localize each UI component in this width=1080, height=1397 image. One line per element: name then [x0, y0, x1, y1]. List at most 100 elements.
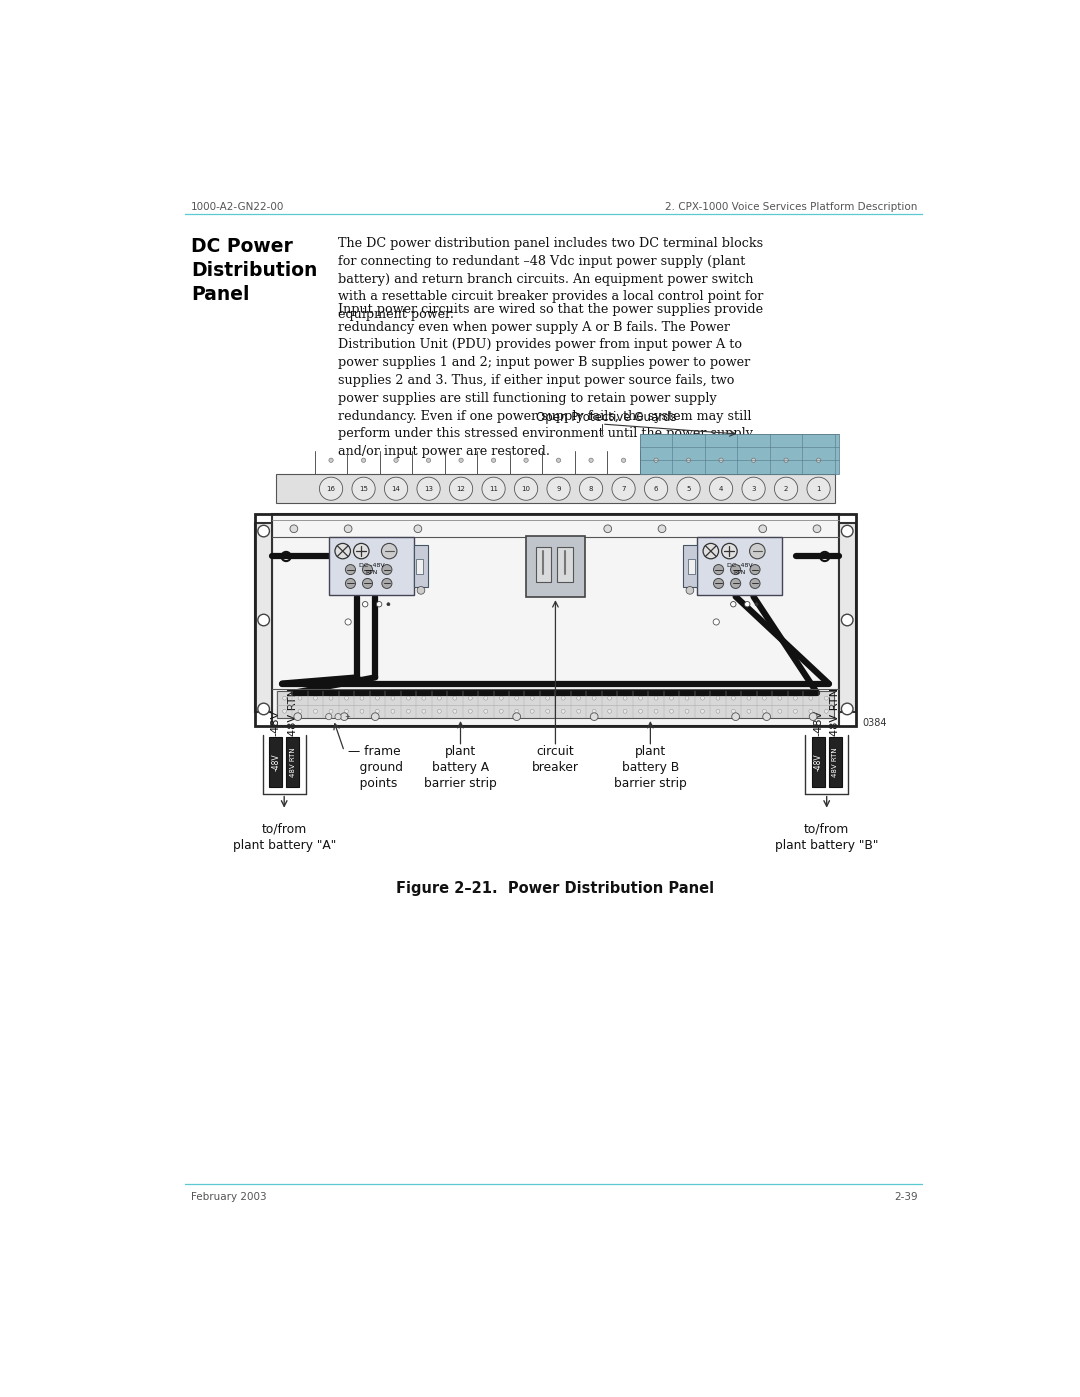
Circle shape: [258, 703, 270, 715]
Text: 1000-A2-GN22-00: 1000-A2-GN22-00: [191, 203, 284, 212]
Circle shape: [824, 710, 828, 714]
Circle shape: [841, 525, 853, 536]
Circle shape: [638, 696, 643, 700]
Bar: [839, 524, 855, 712]
Text: — frame
   ground
   points: — frame ground points: [348, 745, 403, 791]
Circle shape: [326, 714, 332, 719]
Circle shape: [592, 696, 596, 700]
Circle shape: [654, 710, 658, 714]
Circle shape: [562, 696, 565, 700]
Circle shape: [784, 458, 788, 462]
Text: Input power circuits are wired so that the power supplies provide
redundancy eve: Input power circuits are wired so that t…: [338, 303, 764, 458]
Text: plant
battery B
barrier strip: plant battery B barrier strip: [615, 745, 687, 791]
Text: 48V RTN: 48V RTN: [831, 687, 840, 736]
Circle shape: [384, 478, 407, 500]
Circle shape: [747, 710, 751, 714]
Text: 2-39: 2-39: [894, 1192, 918, 1201]
Text: 48V RTN: 48V RTN: [289, 747, 296, 777]
Circle shape: [453, 710, 457, 714]
Text: 0384: 0384: [862, 718, 887, 728]
Circle shape: [752, 458, 756, 462]
Bar: [526, 535, 584, 598]
Circle shape: [345, 619, 351, 624]
Circle shape: [491, 458, 496, 462]
Bar: [828, 738, 841, 788]
Text: to/from
plant battery "B": to/from plant battery "B": [775, 823, 878, 852]
Circle shape: [623, 710, 627, 714]
Circle shape: [807, 478, 831, 500]
Circle shape: [759, 525, 767, 532]
Circle shape: [363, 602, 368, 606]
Text: RTN: RTN: [365, 570, 378, 574]
Circle shape: [721, 543, 738, 559]
Circle shape: [592, 710, 596, 714]
Circle shape: [608, 696, 611, 700]
Circle shape: [778, 696, 782, 700]
Circle shape: [283, 710, 286, 714]
Circle shape: [313, 710, 318, 714]
Circle shape: [841, 703, 853, 715]
Circle shape: [382, 578, 392, 588]
Circle shape: [406, 710, 410, 714]
Circle shape: [387, 602, 390, 606]
Circle shape: [377, 602, 382, 606]
Circle shape: [345, 525, 352, 532]
Text: circuit
breaker: circuit breaker: [532, 745, 579, 774]
Circle shape: [577, 710, 581, 714]
Circle shape: [623, 696, 627, 700]
Circle shape: [329, 458, 334, 462]
Bar: [276, 474, 835, 503]
Circle shape: [376, 696, 379, 700]
Circle shape: [352, 478, 375, 500]
Circle shape: [580, 478, 603, 500]
Circle shape: [645, 478, 667, 500]
Circle shape: [381, 543, 397, 559]
Circle shape: [730, 602, 735, 606]
Circle shape: [453, 696, 457, 700]
Circle shape: [449, 478, 473, 500]
Circle shape: [714, 578, 724, 588]
Circle shape: [716, 696, 720, 700]
Circle shape: [654, 696, 658, 700]
Circle shape: [363, 578, 373, 588]
Circle shape: [320, 478, 342, 500]
Circle shape: [515, 696, 518, 700]
Circle shape: [329, 710, 333, 714]
Circle shape: [335, 543, 350, 559]
Text: 7: 7: [621, 486, 625, 492]
Circle shape: [653, 458, 658, 462]
Circle shape: [658, 525, 666, 532]
Circle shape: [577, 696, 581, 700]
Circle shape: [685, 696, 689, 700]
Bar: [557, 548, 572, 583]
Text: -48V: -48V: [271, 753, 280, 771]
Text: 2. CPX-1000 Voice Services Platform Description: 2. CPX-1000 Voice Services Platform Desc…: [665, 203, 918, 212]
Circle shape: [816, 458, 821, 462]
Circle shape: [719, 458, 724, 462]
Text: 12: 12: [457, 486, 465, 492]
Circle shape: [545, 696, 550, 700]
Bar: [286, 738, 299, 788]
Circle shape: [422, 696, 426, 700]
Text: 2: 2: [784, 486, 788, 492]
Circle shape: [329, 696, 333, 700]
Text: 4: 4: [719, 486, 724, 492]
Circle shape: [809, 696, 813, 700]
Text: 9: 9: [556, 486, 561, 492]
Circle shape: [345, 710, 349, 714]
Circle shape: [298, 710, 302, 714]
Bar: [269, 738, 282, 788]
Circle shape: [762, 696, 767, 700]
Text: DC Power
Distribution
Panel: DC Power Distribution Panel: [191, 237, 318, 305]
Circle shape: [670, 696, 674, 700]
Circle shape: [750, 564, 760, 574]
Circle shape: [670, 710, 674, 714]
Circle shape: [360, 710, 364, 714]
Bar: [255, 514, 855, 726]
Circle shape: [824, 696, 828, 700]
Text: -48V: -48V: [271, 710, 281, 736]
Circle shape: [437, 696, 442, 700]
Circle shape: [437, 710, 442, 714]
Text: DC -48V: DC -48V: [359, 563, 384, 567]
Circle shape: [362, 458, 366, 462]
